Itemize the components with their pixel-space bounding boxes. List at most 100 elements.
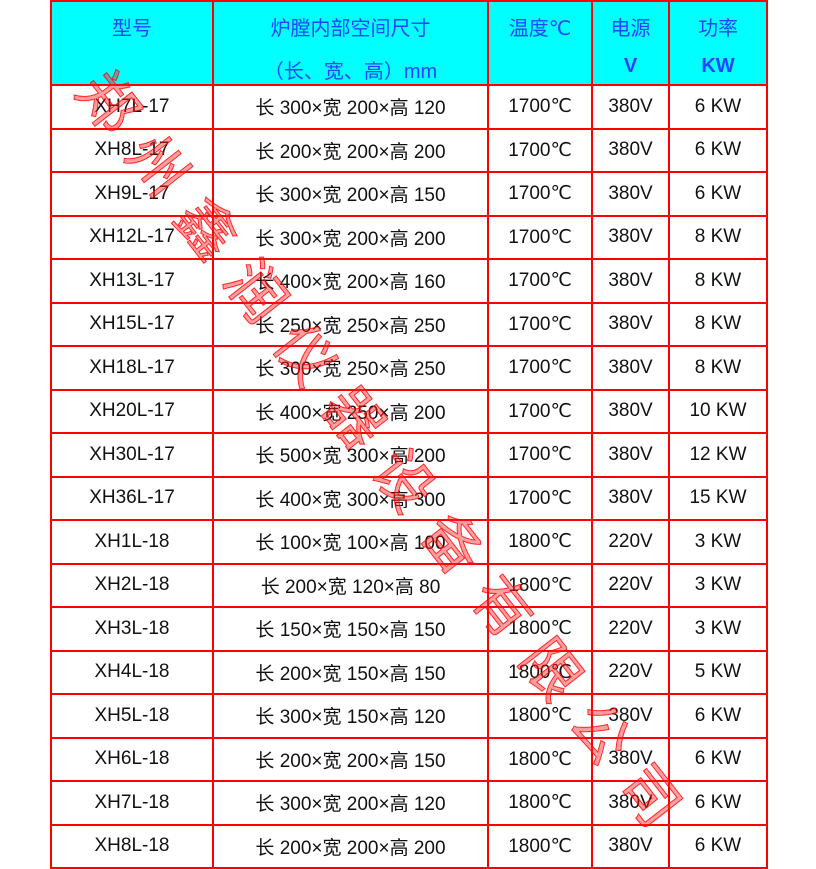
table-cell: 380V — [591, 301, 670, 347]
table-cell: 380V — [591, 475, 670, 521]
header-unit: （长、宽、高）mm — [263, 61, 438, 83]
table-row: XH3L-18 长 150×宽 150×高 150 1800℃ 220V 3 KW — [50, 606, 768, 652]
table-row: XH8L-17 长 200×宽 200×高 200 1700℃ 380V 6 KW — [50, 127, 768, 173]
table-cell: XH18L-17 — [50, 345, 214, 391]
table-cell: 长 300×宽 200×高 150 — [212, 171, 489, 217]
table-cell: 8 KW — [668, 258, 768, 304]
table-cell: 1700℃ — [487, 258, 593, 304]
table-cell: XH7L-17 — [50, 84, 214, 130]
table-row: XH12L-17 长 300×宽 200×高 200 1700℃ 380V 8 KW — [50, 214, 768, 260]
table-cell: 220V — [591, 649, 670, 695]
table-cell: XH36L-17 — [50, 475, 214, 521]
header-unit: V — [623, 55, 638, 77]
table-cell: 380V — [591, 127, 670, 173]
table-cell: 3 KW — [668, 519, 768, 565]
table-cell: 1800℃ — [487, 693, 593, 739]
table-cell: 1800℃ — [487, 606, 593, 652]
table-cell: 长 400×宽 300×高 300 — [212, 475, 489, 521]
table-cell: 1700℃ — [487, 171, 593, 217]
table-cell: XH2L-18 — [50, 562, 214, 608]
table-cell: XH8L-17 — [50, 127, 214, 173]
table-cell: 1700℃ — [487, 84, 593, 130]
table-cell: 380V — [591, 84, 670, 130]
table-cell: 6 KW — [668, 780, 768, 826]
table-cell: 3 KW — [668, 606, 768, 652]
table-cell: XH30L-17 — [50, 432, 214, 478]
table-cell: 8 KW — [668, 301, 768, 347]
table-cell: 长 200×宽 200×高 200 — [212, 823, 489, 869]
header-label: 型号 — [112, 18, 152, 40]
table-row: XH13L-17 长 400×宽 200×高 160 1700℃ 380V 8 KW — [50, 258, 768, 304]
table-cell: 5 KW — [668, 649, 768, 695]
table-cell: 长 200×宽 200×高 200 — [212, 127, 489, 173]
table-cell: 1700℃ — [487, 432, 593, 478]
table-cell: 220V — [591, 562, 670, 608]
table-cell: 1700℃ — [487, 127, 593, 173]
table-cell: 长 400×宽 200×高 160 — [212, 258, 489, 304]
table-cell: 6 KW — [668, 84, 768, 130]
header-unit: KW — [701, 55, 735, 77]
table-cell: 380V — [591, 780, 670, 826]
header-label: 温度℃ — [508, 18, 572, 40]
table-cell: 380V — [591, 823, 670, 869]
table-cell: XH13L-17 — [50, 258, 214, 304]
table-cell: 1800℃ — [487, 649, 593, 695]
table-cell: XH8L-18 — [50, 823, 214, 869]
table-cell: 380V — [591, 214, 670, 260]
header-label: 电源 — [610, 18, 651, 40]
table-cell: 380V — [591, 432, 670, 478]
table-cell: 长 200×宽 200×高 150 — [212, 736, 489, 782]
table-cell: 长 300×宽 200×高 120 — [212, 84, 489, 130]
table-cell: 1800℃ — [487, 562, 593, 608]
table-cell: 8 KW — [668, 345, 768, 391]
table-cell: 长 300×宽 150×高 120 — [212, 693, 489, 739]
column-header: 温度℃ — [487, 0, 593, 86]
table-cell: XH5L-18 — [50, 693, 214, 739]
table-row: XH9L-17 长 300×宽 200×高 150 1700℃ 380V 6 KW — [50, 171, 768, 217]
table-row: XH7L-17 长 300×宽 200×高 120 1700℃ 380V 6 KW — [50, 84, 768, 130]
table-cell: 1700℃ — [487, 345, 593, 391]
table-cell: 1800℃ — [487, 823, 593, 869]
table-cell: 380V — [591, 171, 670, 217]
table-cell: 长 200×宽 120×高 80 — [212, 562, 489, 608]
table-row: XH18L-17 长 300×宽 250×高 250 1700℃ 380V 8 KW — [50, 345, 768, 391]
table-row: XH36L-17 长 400×宽 300×高 300 1700℃ 380V 15 KW — [50, 475, 768, 521]
table-cell: 1700℃ — [487, 475, 593, 521]
table-cell: 380V — [591, 736, 670, 782]
table-cell: 1700℃ — [487, 388, 593, 434]
table-cell: XH7L-18 — [50, 780, 214, 826]
table-cell: 220V — [591, 606, 670, 652]
table-cell: 380V — [591, 345, 670, 391]
table-cell: 1700℃ — [487, 301, 593, 347]
table-row: XH7L-18 长 300×宽 200×高 120 1800℃ 380V 6 KW — [50, 780, 768, 826]
table-row: XH1L-18 长 100×宽 100×高 100 1800℃ 220V 3 KW — [50, 519, 768, 565]
table-row: XH6L-18 长 200×宽 200×高 150 1800℃ 380V 6 KW — [50, 736, 768, 782]
table-row: XH8L-18 长 200×宽 200×高 200 1800℃ 380V 6 KW — [50, 823, 768, 869]
table-cell: 6 KW — [668, 823, 768, 869]
table-cell: 长 300×宽 200×高 200 — [212, 214, 489, 260]
table-row: XH5L-18 长 300×宽 150×高 120 1800℃ 380V 6 KW — [50, 693, 768, 739]
table-cell: 380V — [591, 388, 670, 434]
table-cell: 1800℃ — [487, 736, 593, 782]
table-cell: 长 150×宽 150×高 150 — [212, 606, 489, 652]
table-cell: 1800℃ — [487, 780, 593, 826]
table-cell: 长 300×宽 200×高 120 — [212, 780, 489, 826]
column-header: 功率 KW — [668, 0, 768, 86]
header-row: 型号 炉膛内部空间尺寸 （长、宽、高）mm 温度℃ 电源 V 功率 KW — [50, 0, 768, 86]
table-row: XH2L-18 长 200×宽 120×高 80 1800℃ 220V 3 KW — [50, 562, 768, 608]
table-cell: 长 400×宽 250×高 200 — [212, 388, 489, 434]
table-row: XH4L-18 长 200×宽 150×高 150 1800℃ 220V 5 KW — [50, 649, 768, 695]
table-cell: XH12L-17 — [50, 214, 214, 260]
table-cell: 6 KW — [668, 171, 768, 217]
table-row: XH20L-17 长 400×宽 250×高 200 1700℃ 380V 10 KW — [50, 388, 768, 434]
table-cell: 6 KW — [668, 736, 768, 782]
table-cell: 3 KW — [668, 562, 768, 608]
table-cell: 1800℃ — [487, 519, 593, 565]
table-cell: XH3L-18 — [50, 606, 214, 652]
table-cell: XH9L-17 — [50, 171, 214, 217]
table-cell: 6 KW — [668, 693, 768, 739]
table-cell: 长 200×宽 150×高 150 — [212, 649, 489, 695]
table-cell: 12 KW — [668, 432, 768, 478]
table-cell: 8 KW — [668, 214, 768, 260]
table-cell: 6 KW — [668, 127, 768, 173]
